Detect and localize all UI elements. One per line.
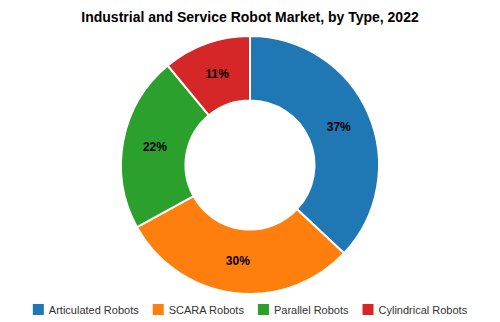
- slice: [168, 36, 250, 115]
- legend-label: SCARA Robots: [169, 304, 245, 316]
- legend-item: Parallel Robots: [258, 304, 349, 316]
- legend-item: SCARA Robots: [153, 304, 245, 316]
- chart: Industrial and Service Robot Market, by …: [0, 0, 500, 322]
- data-label: 30%: [226, 254, 250, 268]
- slice: [250, 36, 379, 253]
- data-labels: 37% 30% 22% 11%: [143, 67, 351, 268]
- legend-item: Cylindrical Robots: [363, 304, 468, 316]
- data-label: 11%: [206, 67, 230, 81]
- legend-label: Parallel Robots: [274, 304, 349, 316]
- legend-label: Cylindrical Robots: [379, 304, 468, 316]
- legend-item: Articulated Robots: [33, 304, 139, 316]
- title: Industrial and Service Robot Market, by …: [81, 9, 419, 25]
- legend-swatch: [258, 304, 269, 315]
- data-label: 37%: [327, 120, 351, 134]
- plot: [121, 36, 379, 294]
- legend-swatch: [153, 304, 164, 315]
- legend-label: Articulated Robots: [49, 304, 139, 316]
- legend-swatch: [33, 304, 44, 315]
- legend: Articulated Robots SCARA Robots Parallel R…: [33, 304, 468, 316]
- data-label: 22%: [143, 140, 167, 154]
- legend-swatch: [363, 304, 374, 315]
